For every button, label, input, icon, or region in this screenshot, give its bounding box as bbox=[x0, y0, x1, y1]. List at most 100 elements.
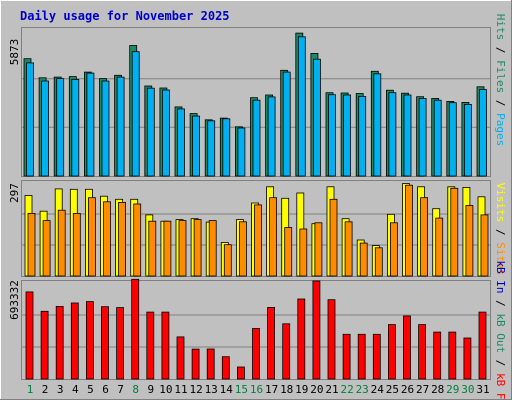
sites-bar-day-19 bbox=[299, 228, 308, 277]
files-bar-day-21 bbox=[328, 94, 336, 177]
kbf-bar-day-19 bbox=[297, 298, 306, 380]
kbf-bar-day-15 bbox=[236, 366, 245, 380]
day-label-1: 1 bbox=[27, 383, 34, 396]
files-bar-day-19 bbox=[297, 36, 306, 177]
files-bar-day-11 bbox=[177, 108, 185, 177]
sites-bar-day-21 bbox=[329, 198, 338, 277]
files-bar-day-12 bbox=[192, 115, 201, 177]
day-label-8: 8 bbox=[132, 383, 139, 396]
day-label-15: 15 bbox=[235, 383, 248, 396]
legend-item-kb-in: kB In bbox=[494, 260, 507, 293]
sites-bar-day-3 bbox=[57, 209, 66, 277]
day-label-24: 24 bbox=[371, 383, 385, 396]
day-label-4: 4 bbox=[72, 383, 79, 396]
kbf-bar-day-5 bbox=[86, 301, 94, 380]
files-bar-day-14 bbox=[222, 118, 231, 177]
day-label-22: 22 bbox=[340, 383, 353, 396]
day-label-20: 20 bbox=[310, 383, 323, 396]
kbf-bar-day-17 bbox=[267, 306, 276, 380]
day-label-21: 21 bbox=[325, 383, 338, 396]
chart-title: Daily usage for November 2025 bbox=[20, 9, 230, 23]
day-label-5: 5 bbox=[87, 383, 94, 396]
kbf-bar-day-26 bbox=[403, 315, 411, 380]
bars-kb bbox=[25, 278, 487, 380]
files-bar-day-5 bbox=[86, 72, 95, 177]
day-label-10: 10 bbox=[159, 383, 172, 396]
legend-item-kb-f: kB F bbox=[494, 373, 507, 400]
files-bar-day-17 bbox=[267, 96, 276, 177]
files-bar-day-8 bbox=[131, 51, 140, 177]
panel-top-box bbox=[21, 27, 491, 177]
files-bar-day-15 bbox=[237, 127, 246, 177]
day-label-6: 6 bbox=[102, 383, 109, 396]
files-bar-day-16 bbox=[252, 99, 261, 177]
day-label-13: 13 bbox=[205, 383, 218, 396]
sites-bar-day-27 bbox=[420, 197, 429, 277]
top-panel-max-label: 5873 bbox=[8, 39, 21, 66]
kbf-bar-day-18 bbox=[282, 323, 291, 380]
sites-bar-day-1 bbox=[27, 212, 36, 277]
kbf-bar-day-12 bbox=[191, 348, 200, 380]
files-bar-day-29 bbox=[448, 102, 457, 177]
sites-bar-day-2 bbox=[42, 220, 51, 277]
sites-bar-day-25 bbox=[389, 222, 398, 277]
sites-bar-day-26 bbox=[405, 184, 413, 277]
kbf-bar-day-29 bbox=[448, 331, 457, 380]
kbf-bar-day-20 bbox=[312, 280, 321, 380]
sites-bar-day-7 bbox=[118, 201, 126, 277]
kbf-bar-day-6 bbox=[101, 306, 109, 380]
day-label-18: 18 bbox=[280, 383, 293, 396]
legend-item-pages: Pages bbox=[494, 113, 507, 146]
day-label-30: 30 bbox=[461, 383, 474, 396]
sites-bar-day-11 bbox=[178, 220, 187, 277]
kbf-bar-day-16 bbox=[252, 328, 260, 380]
sites-bar-day-12 bbox=[193, 219, 202, 277]
legend-bot: kB In / kB Out / kB F bbox=[494, 260, 507, 399]
legend-item-files: Files bbox=[494, 60, 507, 93]
panel-mid-box bbox=[21, 180, 491, 277]
day-label-31: 31 bbox=[476, 383, 489, 396]
day-label-3: 3 bbox=[57, 383, 64, 396]
legend-bot-text: kB In / kB Out / kB F bbox=[494, 260, 507, 399]
files-bar-day-2 bbox=[41, 80, 49, 177]
legend-mid: Visits / Sites bbox=[494, 183, 507, 276]
sites-bar-day-28 bbox=[435, 217, 444, 277]
files-bar-day-27 bbox=[418, 98, 427, 177]
kbf-bar-day-9 bbox=[146, 311, 155, 380]
sites-bar-day-13 bbox=[208, 220, 217, 277]
kbf-bar-day-4 bbox=[70, 302, 79, 380]
files-bar-day-7 bbox=[116, 76, 125, 177]
sites-bar-day-23 bbox=[359, 242, 368, 277]
kbf-bar-day-31 bbox=[478, 311, 487, 380]
kbf-bar-day-7 bbox=[116, 307, 124, 380]
sites-bar-day-24 bbox=[374, 247, 383, 277]
files-bar-day-30 bbox=[463, 104, 472, 177]
legend-separator: / bbox=[494, 40, 507, 60]
sites-bar-day-6 bbox=[103, 201, 111, 277]
day-labels: 1 2 3 4 5 6 7 8 9 10 11 12 13 14 15 16 17 18 19 20 21 22 23 24 2… bbox=[27, 383, 490, 396]
day-label-28: 28 bbox=[431, 383, 444, 396]
legend-separator: / bbox=[494, 353, 507, 373]
kbf-bar-day-1 bbox=[25, 291, 34, 380]
sites-bar-day-9 bbox=[148, 220, 157, 277]
kbf-bar-day-3 bbox=[55, 305, 64, 380]
day-label-14: 14 bbox=[220, 383, 234, 396]
sites-bar-day-4 bbox=[72, 212, 81, 277]
legend-item-kb-out: kB Out bbox=[494, 313, 507, 353]
sites-bar-day-15 bbox=[238, 221, 247, 277]
kbf-bar-day-23 bbox=[357, 333, 366, 380]
sites-bar-day-20 bbox=[314, 222, 323, 277]
day-label-7: 7 bbox=[117, 383, 124, 396]
kbf-bar-day-24 bbox=[372, 333, 381, 380]
legend-separator: / bbox=[494, 294, 507, 314]
files-bar-day-18 bbox=[282, 71, 291, 177]
legend-mid-text: Visits / Sites bbox=[494, 183, 507, 276]
kbf-bar-day-10 bbox=[161, 311, 170, 380]
sites-bar-day-17 bbox=[269, 197, 278, 277]
kbf-bar-day-30 bbox=[463, 337, 472, 380]
files-bar-day-25 bbox=[388, 92, 397, 177]
legend-item-sites: Sites bbox=[494, 242, 507, 275]
kbf-bar-day-11 bbox=[176, 336, 185, 380]
files-bar-day-24 bbox=[373, 73, 382, 177]
